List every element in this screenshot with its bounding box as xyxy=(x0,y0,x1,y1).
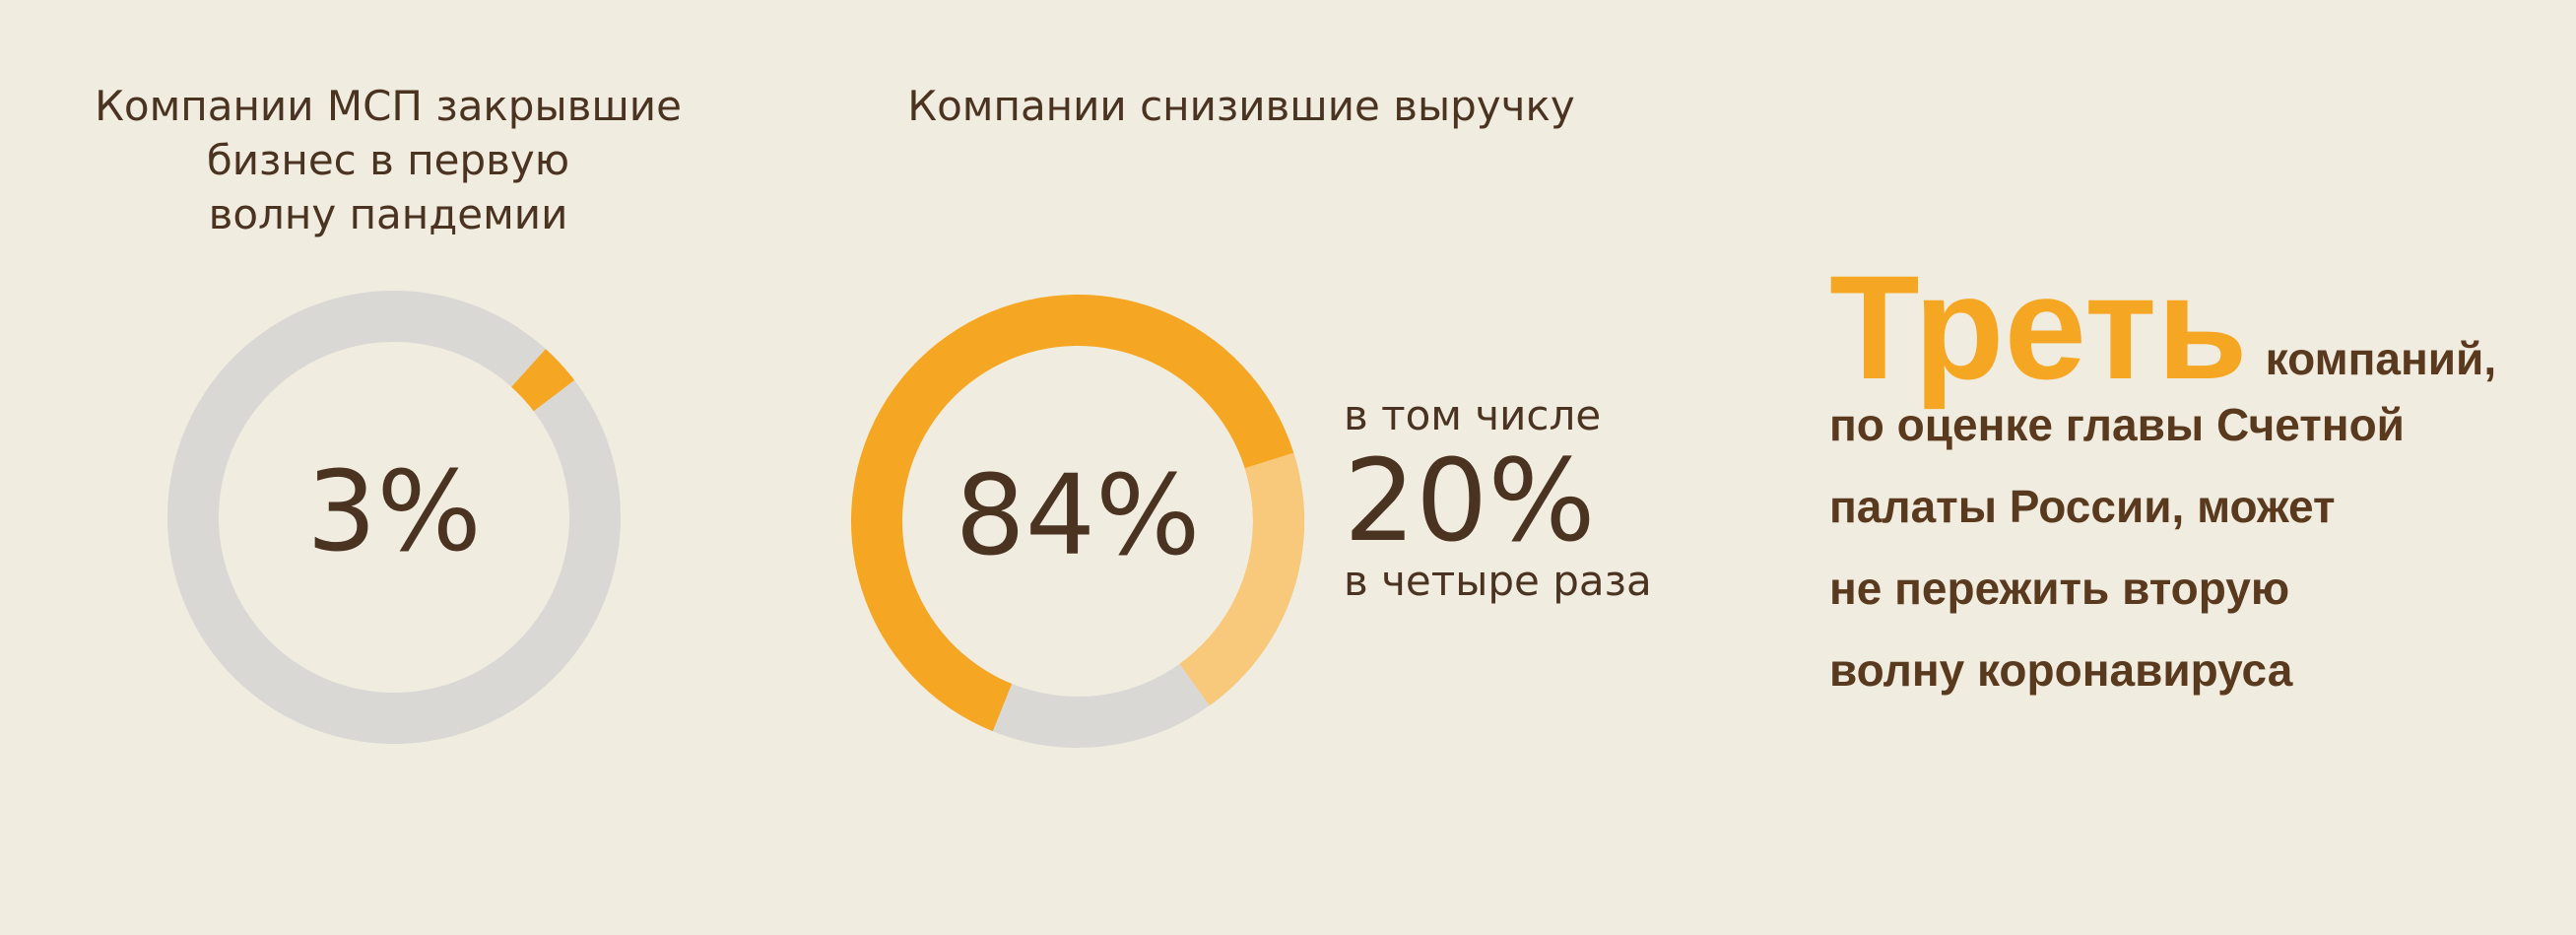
callout-line: компаний, xyxy=(2266,333,2496,384)
inset-value: 20% xyxy=(1344,435,1596,568)
donut-segment xyxy=(511,349,575,412)
callout-line: палаты России, может xyxy=(1829,481,2336,532)
chart-title: Компании МСП закрывшие xyxy=(95,82,682,130)
inset-caption: в том числе xyxy=(1344,391,1601,439)
donut-segment xyxy=(992,663,1210,748)
chart-title: волну пандемии xyxy=(209,190,568,238)
callout-line: не пережить вторую xyxy=(1829,563,2289,614)
chart-title: Компании снизившие выручку xyxy=(907,82,1574,130)
headline: Треть xyxy=(1829,244,2248,410)
inset-caption: в четыре раза xyxy=(1344,557,1652,605)
chart-title: бизнес в первую xyxy=(207,136,569,184)
donut-subsegment xyxy=(1179,452,1305,706)
center-label: 3% xyxy=(306,448,482,576)
callout-line: волну коронавируса xyxy=(1829,644,2293,696)
callout-line: по оценке главы Счетной xyxy=(1829,399,2405,450)
center-label: 84% xyxy=(956,452,1201,580)
